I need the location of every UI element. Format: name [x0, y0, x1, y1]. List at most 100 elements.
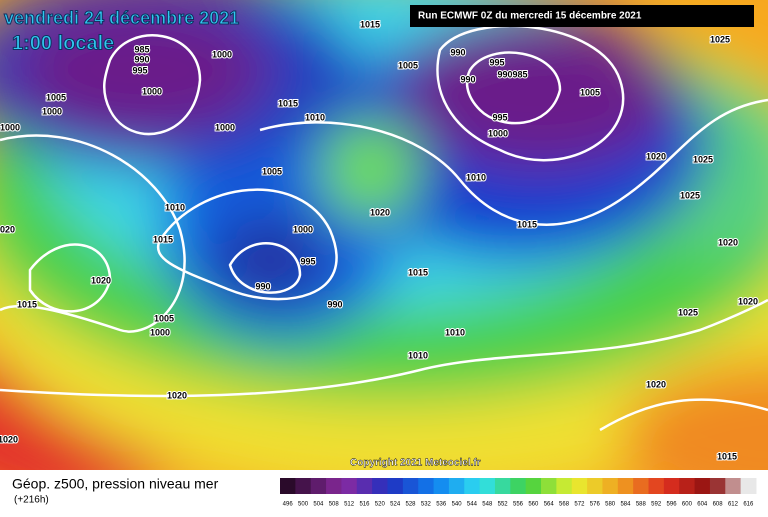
isobar-label: 1015: [153, 234, 173, 244]
isobar-label: 1025: [710, 34, 730, 44]
scale-label: 572: [574, 502, 585, 508]
scale-label: 516: [359, 502, 370, 508]
isobar-label: 995: [300, 256, 315, 266]
isobar-label: 995: [489, 57, 504, 67]
isobar-label: 1020: [91, 275, 111, 285]
isobar-label: 990: [327, 299, 342, 309]
run-label: Run ECMWF 0Z du mercredi 15 décembre 202…: [418, 11, 642, 22]
scale-cell: [341, 478, 358, 494]
isobar-label: 985: [512, 69, 527, 79]
isobar-label: 1015: [278, 98, 298, 108]
isobar-label: 1025: [680, 190, 700, 200]
scale-cell: [617, 478, 634, 494]
color-scale: 496 500 504 508 512 516 520 524 528 532 536 540 544 5…: [280, 478, 757, 508]
scale-cell: [402, 478, 419, 494]
isobar-label: 1015: [408, 267, 428, 277]
scale-label: 528: [406, 502, 417, 508]
scale-cell: [433, 478, 450, 494]
scale-label: 592: [651, 502, 662, 508]
scale-cell: [740, 478, 757, 494]
isobar-label: 990: [497, 69, 512, 79]
scale-label: 564: [544, 502, 555, 508]
scale-label: 616: [743, 502, 754, 508]
scale-label: 556: [513, 502, 524, 508]
isobar-label: 1020: [0, 434, 18, 444]
isobar-label: 1020: [646, 379, 666, 389]
scale-cell: [725, 478, 742, 494]
scale-label: 588: [636, 502, 647, 508]
isobar-label: 1015: [517, 219, 537, 229]
copyright: Copyright 2021 Meteociel.fr: [350, 458, 481, 469]
isobar-label: 1000: [150, 327, 170, 337]
scale-label: 524: [390, 502, 401, 508]
isobar-label: 1020: [646, 151, 666, 161]
isobar-label: 990: [255, 281, 270, 291]
isobar-label: 1000: [42, 106, 62, 116]
isobar-label: 1000: [0, 122, 20, 132]
isobar-label: 1005: [46, 92, 66, 102]
isobar-label: 990: [450, 47, 465, 57]
scale-cell: [525, 478, 542, 494]
scale-cell: [464, 478, 481, 494]
scale-label: 596: [667, 502, 678, 508]
scale-label: 560: [528, 502, 539, 508]
scale-cell: [280, 478, 296, 494]
time-label: 1:00 locale: [12, 32, 114, 54]
scale-label: 548: [482, 502, 493, 508]
isobar-label: 995: [492, 112, 507, 122]
isobar-label: 1015: [360, 19, 380, 29]
scale-label: 608: [713, 502, 724, 508]
scale-label: 500: [298, 502, 309, 508]
scale-cell: [602, 478, 619, 494]
scale-cell: [494, 478, 511, 494]
isobar-label: 1010: [466, 172, 486, 182]
scale-label: 568: [559, 502, 570, 508]
scale-cell: [709, 478, 726, 494]
isobar-label: 1015: [717, 451, 737, 461]
footer-title: Géop. z500, pression niveau mer: [12, 476, 219, 492]
scale-cell: [372, 478, 388, 494]
scale-cell: [663, 478, 680, 494]
scale-label: 512: [344, 502, 355, 508]
scale-label: 540: [452, 502, 463, 508]
scale-label: 600: [682, 502, 693, 508]
isobar-label: 990: [460, 74, 475, 84]
isobar-label: 1010: [408, 350, 428, 360]
isobar-label: 985: [134, 44, 149, 54]
isobar-label: 1020: [718, 237, 738, 247]
scale-cell: [387, 478, 404, 494]
run-box: [410, 5, 754, 27]
isobar-label: 995: [132, 65, 147, 75]
scale-label: 520: [375, 502, 386, 508]
isobar-label: 1010: [165, 202, 185, 212]
isobar-label: 1000: [142, 86, 162, 96]
isobar-label: 1020: [0, 224, 15, 234]
scale-label: 604: [697, 502, 708, 508]
scale-cell: [556, 478, 573, 494]
isobar-label: 1000: [212, 49, 232, 59]
scale-label: 504: [313, 502, 324, 508]
isobar-label: 1005: [580, 87, 600, 97]
isobar-label: 1005: [262, 166, 282, 176]
scale-cell: [356, 478, 373, 494]
scale-cell: [694, 478, 711, 494]
isobar-label: 1010: [445, 327, 465, 337]
isobar-label: 1005: [154, 313, 174, 323]
isobar-label: 1010: [305, 112, 325, 122]
scale-label: 612: [728, 502, 739, 508]
isobar-label: 1020: [167, 390, 187, 400]
scale-cell: [541, 478, 557, 494]
scale-cell: [418, 478, 435, 494]
scale-cell: [633, 478, 650, 494]
isobar-label: 990: [134, 54, 149, 64]
scale-cell: [295, 478, 312, 494]
scale-label: 576: [590, 502, 601, 508]
scale-label: 580: [605, 502, 616, 508]
scale-label: 584: [620, 502, 631, 508]
date-label: vendredi 24 décembre 2021: [4, 8, 239, 28]
isobar-label: 1005: [398, 60, 418, 70]
isobar-label: 1025: [693, 154, 713, 164]
